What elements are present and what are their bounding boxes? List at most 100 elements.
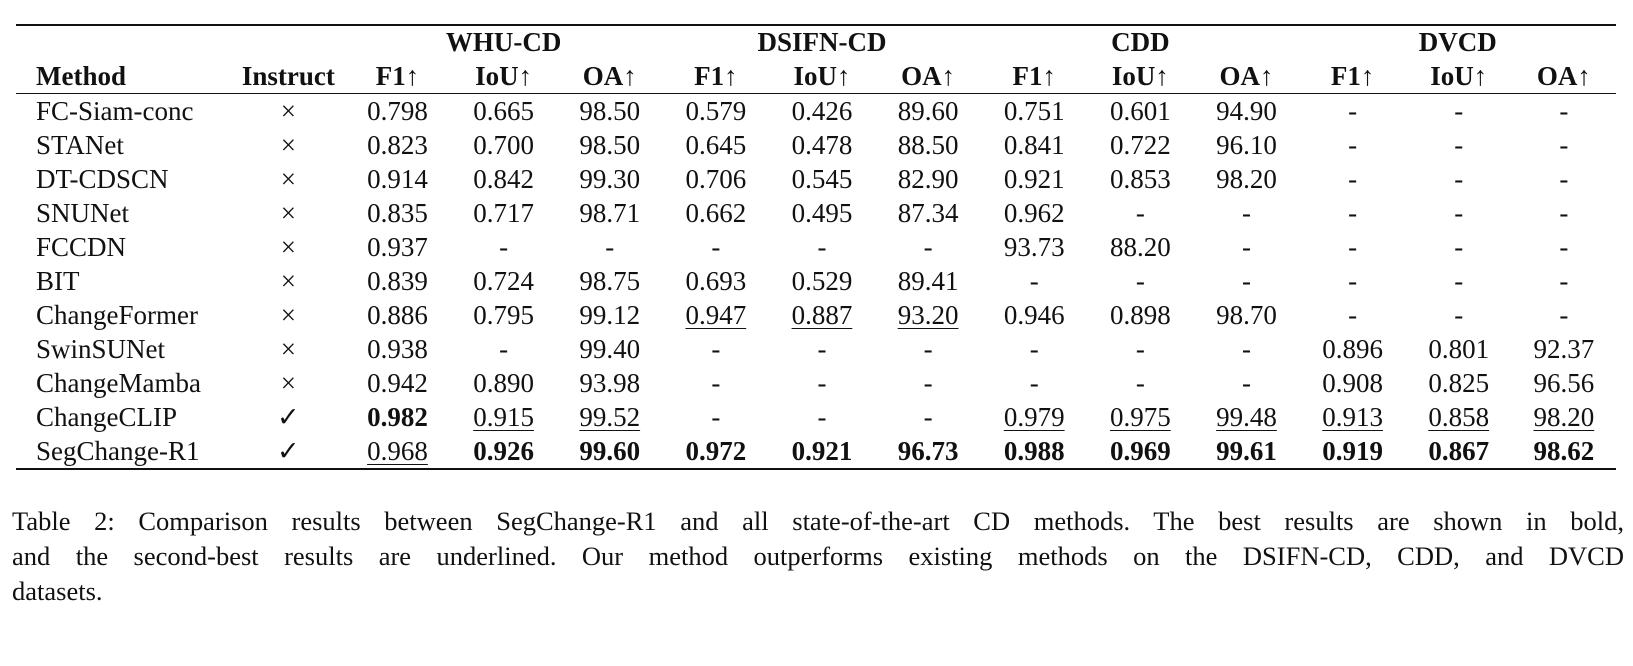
metric-value: - bbox=[1559, 198, 1569, 228]
metric-value-cell: 0.913 bbox=[1300, 400, 1406, 434]
method-name-cell: FCCDN bbox=[36, 232, 127, 262]
metric-value-cell: 98.20 bbox=[1193, 162, 1299, 196]
metric-value: 98.71 bbox=[579, 198, 641, 228]
metric-value-cell: - bbox=[1300, 230, 1406, 264]
table-row: BIT × 0.839 0.724 98.75 0.693 0.529 89.41 - - - - - - bbox=[16, 264, 1616, 298]
metric-value-cell: - bbox=[451, 230, 557, 264]
metric-value-cell: - bbox=[1512, 298, 1616, 332]
metric-value: 0.801 bbox=[1428, 334, 1490, 364]
dataset-header-dvcd: DVCD bbox=[1299, 24, 1616, 59]
metric-value: 98.70 bbox=[1216, 300, 1277, 330]
metric-value-cell: - bbox=[1299, 93, 1406, 128]
metric-value: - bbox=[1454, 300, 1464, 330]
metric-value-cell: 98.71 bbox=[557, 196, 663, 230]
metric-value-cell: - bbox=[663, 366, 769, 400]
metric-value: 0.751 bbox=[1003, 96, 1065, 126]
metric-header-oa: OA↑ bbox=[1193, 59, 1300, 94]
metric-value: - bbox=[711, 368, 721, 398]
metric-value-cell: - bbox=[1193, 230, 1299, 264]
metric-value: 0.979 bbox=[1003, 402, 1065, 432]
metric-value: 99.52 bbox=[579, 402, 641, 432]
metric-value-cell: 0.942 bbox=[344, 366, 450, 400]
metric-value-cell: 0.601 bbox=[1087, 93, 1194, 128]
metric-value-cell: 82.90 bbox=[875, 162, 981, 196]
metric-value-cell: 0.724 bbox=[451, 264, 557, 298]
metric-value-cell: - bbox=[981, 366, 1087, 400]
metric-value: 0.937 bbox=[367, 232, 428, 262]
metric-value: - bbox=[1454, 266, 1464, 296]
metric-value: 96.10 bbox=[1216, 130, 1277, 160]
metric-value-cell: 0.858 bbox=[1406, 400, 1512, 434]
metric-value: 0.942 bbox=[367, 368, 428, 398]
metric-value: 88.20 bbox=[1109, 232, 1171, 262]
metric-value: 0.700 bbox=[473, 130, 534, 160]
metric-value: 0.601 bbox=[1109, 96, 1171, 126]
metric-value: 0.839 bbox=[367, 266, 428, 296]
metric-value-cell: 0.921 bbox=[768, 434, 876, 470]
metric-value: 96.73 bbox=[897, 436, 959, 466]
metric-value: - bbox=[1559, 266, 1569, 296]
metric-value: - bbox=[1135, 334, 1145, 364]
metric-value: 0.886 bbox=[367, 300, 428, 330]
metric-value-cell: - bbox=[1087, 196, 1193, 230]
table-row: FC-Siam-conc × 0.798 0.665 98.50 0.579 0.426 89… bbox=[16, 93, 1616, 128]
metric-value-cell: 0.962 bbox=[981, 196, 1087, 230]
metric-value: - bbox=[1029, 266, 1039, 296]
metric-value-cell: - bbox=[1406, 230, 1512, 264]
table-row: FCCDN × 0.937 - - - - - 93.73 88.20 - - - - bbox=[16, 230, 1616, 264]
metric-value-cell: 0.979 bbox=[981, 400, 1087, 434]
metric-header-oa: OA↑ bbox=[875, 59, 982, 94]
metric-value-cell: 0.919 bbox=[1299, 434, 1406, 470]
metric-value-cell: - bbox=[1300, 128, 1406, 162]
metric-value: - bbox=[1559, 130, 1569, 160]
metric-value: 94.90 bbox=[1216, 96, 1277, 126]
metric-value: 0.908 bbox=[1322, 368, 1383, 398]
metric-header-iou: IoU↑ bbox=[450, 59, 557, 94]
metric-value-cell: 0.665 bbox=[450, 93, 557, 128]
instruct-cell: × bbox=[280, 198, 296, 228]
metric-header-iou: IoU↑ bbox=[1405, 59, 1512, 94]
metric-value: - bbox=[1029, 368, 1039, 398]
metric-header-f1: F1↑ bbox=[344, 59, 451, 94]
metric-value: 98.20 bbox=[1216, 164, 1277, 194]
metric-value: - bbox=[1241, 232, 1251, 262]
caption-line: datasets. bbox=[12, 576, 103, 606]
metric-value-cell: - bbox=[981, 332, 1087, 366]
metric-value-cell: 0.853 bbox=[1087, 162, 1193, 196]
metric-value-cell: 98.75 bbox=[557, 264, 663, 298]
metric-value-cell: - bbox=[1300, 196, 1406, 230]
method-name-cell: DT-CDSCN bbox=[36, 164, 169, 194]
metric-value-cell: 0.529 bbox=[769, 264, 875, 298]
metric-value: 98.50 bbox=[579, 130, 641, 160]
table-row: DT-CDSCN × 0.914 0.842 99.30 0.706 0.545 82.90 0… bbox=[16, 162, 1616, 196]
metric-value: 0.926 bbox=[473, 436, 534, 466]
metric-value-cell: - bbox=[875, 366, 981, 400]
metric-value: - bbox=[1241, 334, 1251, 364]
metric-value: - bbox=[923, 334, 933, 364]
results-table: WHU-CD DSIFN-CD CDD DVCD Method Instruct… bbox=[16, 24, 1616, 470]
metric-value-cell: - bbox=[663, 400, 769, 434]
metric-value: 89.41 bbox=[897, 266, 959, 296]
metric-value-cell: 0.982 bbox=[344, 400, 450, 434]
metric-value: - bbox=[1348, 266, 1358, 296]
metric-value: 96.56 bbox=[1533, 368, 1595, 398]
metric-value: 0.706 bbox=[685, 164, 747, 194]
instruct-column-header: Instruct bbox=[232, 59, 345, 94]
metric-value-cell: - bbox=[1193, 332, 1299, 366]
instruct-cell: ✓ bbox=[277, 402, 300, 432]
metric-value: - bbox=[1135, 368, 1145, 398]
metric-value: 0.825 bbox=[1428, 368, 1490, 398]
metric-value-cell: 0.751 bbox=[981, 93, 1088, 128]
metric-value: 93.98 bbox=[579, 368, 641, 398]
table-row: ChangeMamba × 0.942 0.890 93.98 - - - - - - 0.908 0.… bbox=[16, 366, 1616, 400]
metric-value: 0.890 bbox=[473, 368, 534, 398]
instruct-cell: × bbox=[280, 164, 296, 194]
metric-value: 0.665 bbox=[473, 96, 534, 126]
metric-value: 0.842 bbox=[473, 164, 534, 194]
table-row: STANet × 0.823 0.700 98.50 0.645 0.478 88.50 0.8… bbox=[16, 128, 1616, 162]
caption-line: and the second-best results are underlin… bbox=[12, 541, 1624, 571]
metric-value-cell: 0.921 bbox=[981, 162, 1087, 196]
metric-value-cell: 87.34 bbox=[875, 196, 981, 230]
metric-value-cell: 0.662 bbox=[663, 196, 769, 230]
